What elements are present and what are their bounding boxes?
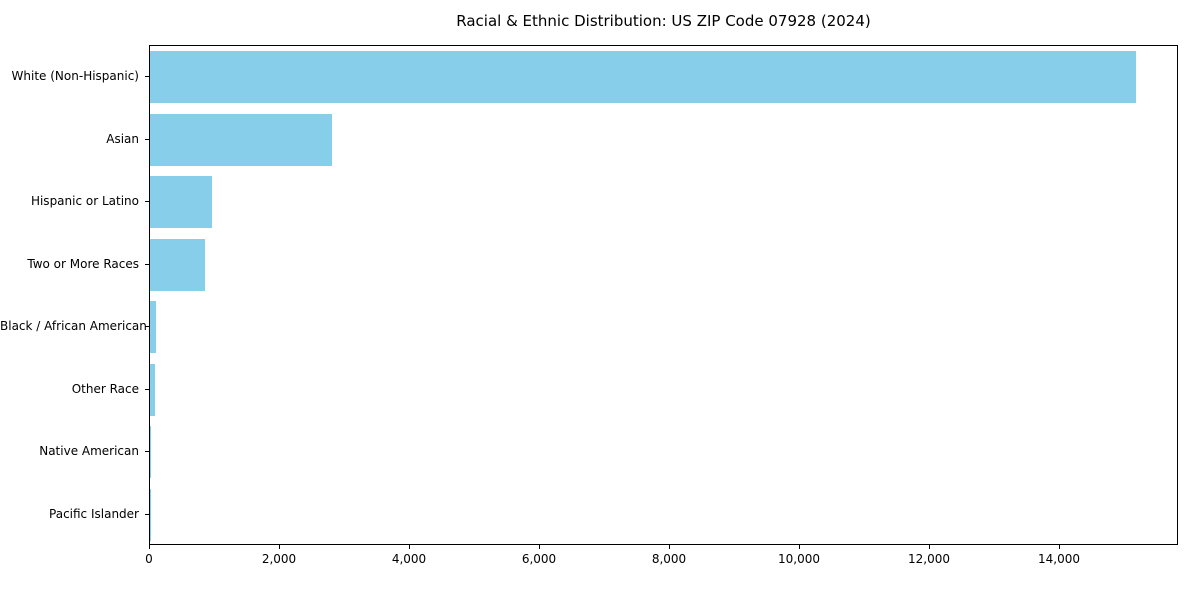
y-tick-mark <box>145 263 149 265</box>
x-tick-mark <box>149 545 150 549</box>
bar <box>150 113 332 166</box>
x-tick-mark <box>799 545 801 549</box>
bar <box>150 51 1137 104</box>
x-tick-mark <box>929 545 931 549</box>
x-tick-label: 12,000 <box>908 552 951 566</box>
y-tick-mark <box>145 201 149 203</box>
x-tick-label: 2,000 <box>261 552 297 566</box>
y-tick-mark <box>145 138 149 140</box>
y-tick-label: Hispanic or Latino <box>30 194 139 209</box>
y-tick-mark <box>145 388 149 390</box>
y-tick-mark <box>145 326 149 328</box>
y-tick-label: White (Non-Hispanic) <box>11 69 139 84</box>
y-tick-label: Two or More Races <box>27 256 139 271</box>
bar <box>150 238 206 291</box>
y-tick-label: Asian <box>106 131 139 146</box>
x-tick-mark <box>279 545 280 549</box>
x-tick-mark <box>669 545 671 549</box>
x-tick-mark <box>539 545 541 549</box>
x-tick-label: 14,000 <box>1038 552 1081 566</box>
y-tick-label: Native American <box>39 444 139 459</box>
bar <box>150 363 156 416</box>
bar <box>150 426 151 479</box>
x-tick-label: 10,000 <box>778 552 821 566</box>
x-tick-label: 6,000 <box>521 552 557 566</box>
x-tick-label: 4,000 <box>391 552 427 566</box>
y-tick-mark <box>145 76 149 78</box>
y-tick-label: Black / African American <box>0 319 147 334</box>
x-tick-mark <box>409 545 410 549</box>
y-tick-mark <box>145 513 149 515</box>
bar <box>150 176 212 229</box>
plot-area <box>149 45 1178 545</box>
x-tick-mark <box>1059 545 1061 549</box>
bar <box>150 301 157 354</box>
x-tick-label: 0 <box>145 552 153 566</box>
y-tick-mark <box>145 451 149 453</box>
chart-title: Racial & Ethnic Distribution: US ZIP Cod… <box>456 12 871 30</box>
y-tick-label: Pacific Islander <box>49 506 139 521</box>
y-tick-label: Other Race <box>71 381 139 396</box>
x-tick-label: 8,000 <box>651 552 687 566</box>
